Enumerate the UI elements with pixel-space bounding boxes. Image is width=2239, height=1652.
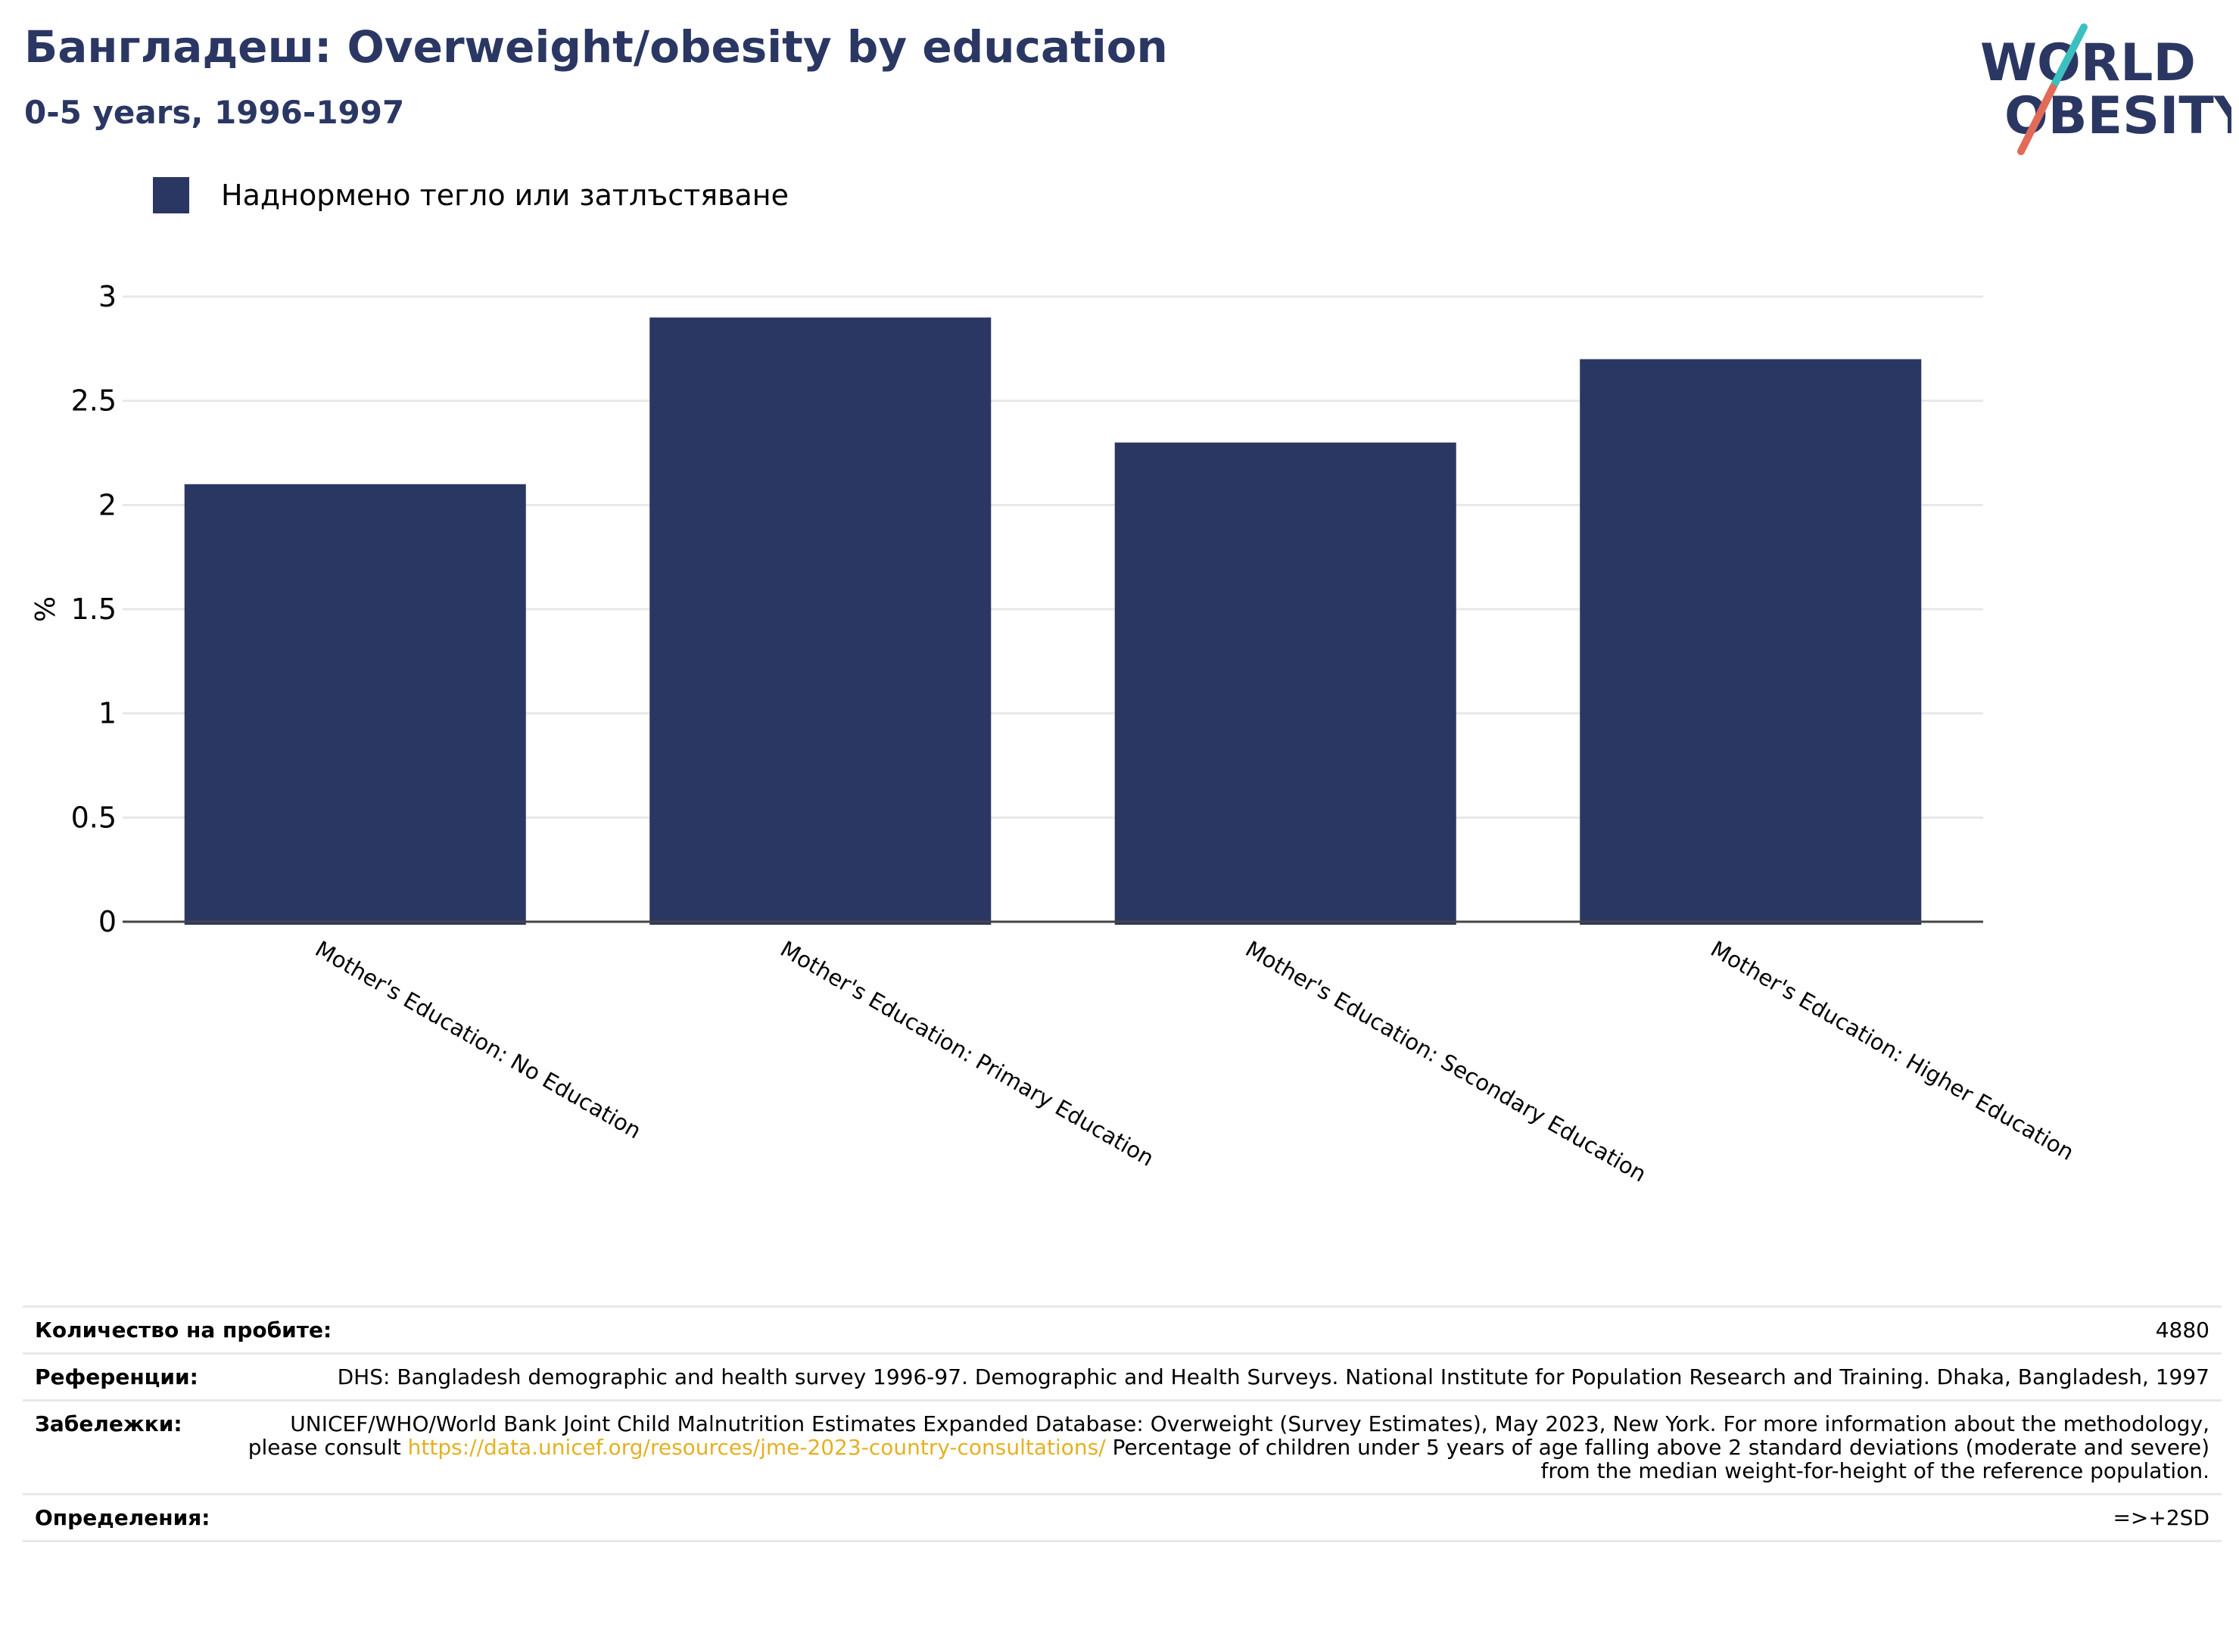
y-tick-label: 2.5 (71, 384, 117, 418)
legend-label: Наднормено тегло или затлъстяване (221, 179, 789, 212)
info-label: Определения: (35, 1505, 210, 1530)
methodology-link[interactable]: https://data.unicef.org/resources/jme-20… (407, 1435, 1106, 1460)
logo-line1: WORLD (1980, 33, 2196, 93)
info-row-notes: Забележки: UNICEF/WHO/World Bank Joint C… (23, 1399, 2222, 1493)
page-subtitle: 0-5 years, 1996-1997 (24, 94, 405, 131)
bar (1580, 359, 1922, 926)
info-label: Референции: (35, 1364, 198, 1389)
info-table: Количество на пробите: 4880 Референции: … (23, 1305, 2222, 1542)
legend-swatch (153, 177, 189, 213)
x-tick-label: Mother's Education: Primary Education (776, 936, 1158, 1171)
info-label: Количество на пробите: (35, 1318, 332, 1342)
info-row-sample-size: Количество на пробите: 4880 (23, 1305, 2222, 1352)
y-tick-label: 0.5 (71, 801, 117, 834)
y-axis-label: % (30, 596, 61, 622)
bar-chart: 0 0.5 1 1.5 2 2.5 3% Mother's Education: No Edu… (30, 280, 2079, 1187)
x-tick-label: Mother's Education: Secondary Education (1241, 936, 1651, 1187)
bar (184, 484, 526, 925)
notes-text-before: UNICEF/WHO/World Bank Joint Child Malnut… (248, 1411, 2209, 1460)
info-row-references: Референции: DHS: Bangladesh demographic … (23, 1352, 2222, 1399)
bar-layer (184, 317, 1922, 926)
bar (649, 317, 992, 925)
y-tick-label: 3 (98, 280, 117, 313)
logo-slash-top (2049, 23, 2088, 92)
y-tick-label: 1.5 (71, 593, 117, 626)
notes-text-after: Percentage of children under 5 years of … (1105, 1435, 2209, 1483)
info-value: 4880 (2155, 1318, 2209, 1342)
x-tick-label: Mother's Education: Higher Education (1706, 936, 2079, 1165)
info-row-definitions: Определения: =>+2SD (23, 1493, 2222, 1542)
info-value: DHS: Bangladesh demographic and health s… (337, 1364, 2209, 1389)
y-tick-label: 1 (98, 697, 117, 730)
logo-slash-bottom (2017, 84, 2057, 155)
y-tick-label: 2 (98, 488, 117, 521)
world-obesity-logo: WORLD OBESITY (1980, 23, 2231, 155)
bar (1114, 442, 1456, 925)
info-label: Забележки: (35, 1411, 182, 1436)
x-tick-label: Mother's Education: No Education (311, 936, 646, 1144)
page-title: Бангладеш: Overweight/obesity by educati… (24, 21, 1168, 73)
y-tick-label: 0 (98, 905, 117, 938)
info-value: =>+2SD (2113, 1505, 2209, 1530)
chart-legend: Наднормено тегло или затлъстяване (153, 176, 789, 214)
info-value: UNICEF/WHO/World Bank Joint Child Malnut… (243, 1412, 2209, 1482)
